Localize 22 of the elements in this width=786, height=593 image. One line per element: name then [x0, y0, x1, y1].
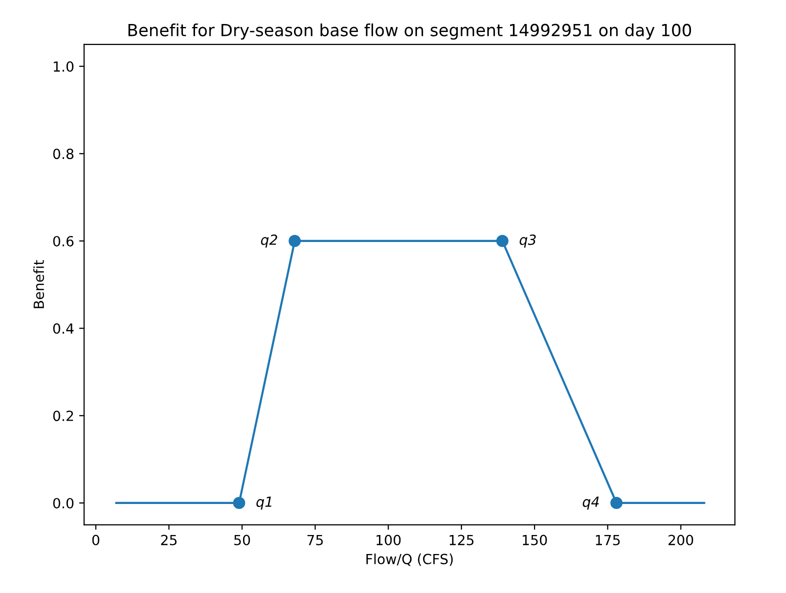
chart-title: Benefit for Dry-season base flow on segment 14992951 on day 100 [128, 23, 692, 40]
annotation: q4 [582, 496, 599, 510]
y-tick-label: 0.8 [53, 148, 74, 160]
x-tick-label: 75 [307, 534, 323, 546]
x-tick-label: 50 [234, 534, 250, 546]
x-axis-title: Flow/Q (CFS) [366, 554, 453, 566]
y-tick-label: 0.6 [53, 236, 74, 246]
y-tick-label: 1.0 [54, 61, 74, 72]
x-tick-label: 150 [522, 534, 547, 546]
annotation: q2 [261, 234, 278, 248]
annotation: q1 [256, 496, 272, 510]
x-tick-label: 200 [668, 534, 694, 546]
y-tick-label: 0.2 [53, 410, 73, 422]
y-tick-label: 0.4 [53, 323, 74, 334]
y-tick-label: 0.0 [53, 498, 74, 508]
x-tick-label: 100 [376, 534, 401, 546]
annotation: q3 [520, 234, 536, 248]
x-tick-label: 125 [450, 534, 474, 546]
y-axis-title: Benefit [33, 260, 44, 308]
x-tick-label: 175 [596, 534, 620, 546]
x-tick-label: 25 [161, 534, 177, 546]
x-tick-label: 0 [92, 534, 100, 546]
